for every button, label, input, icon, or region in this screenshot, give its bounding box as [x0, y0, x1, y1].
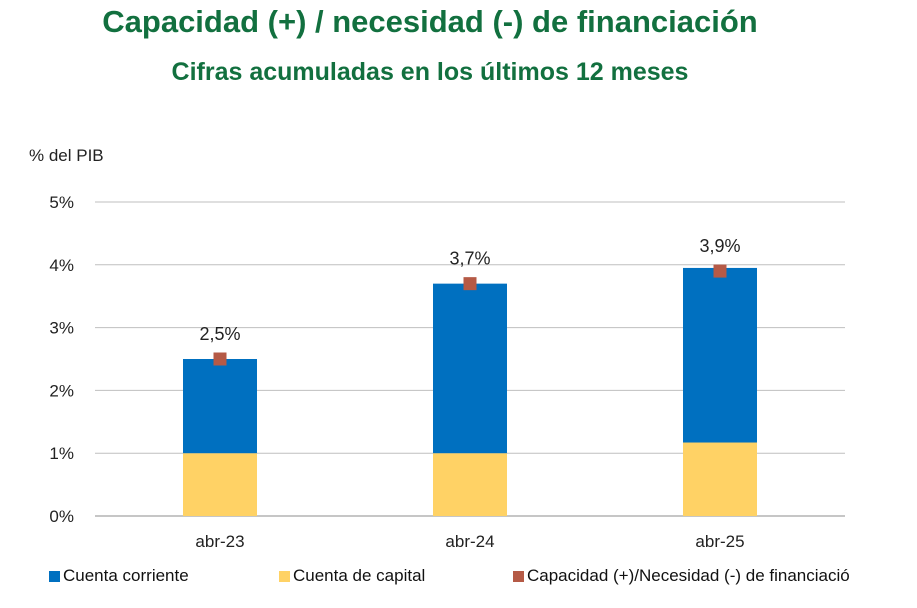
marker-capacidad-abr-23: [213, 352, 227, 366]
legend-item-cuenta-de-capital: Cuenta de capital: [279, 566, 425, 586]
data-label: 2,5%: [199, 324, 240, 344]
y-axis-unit-label: % del PIB: [29, 146, 104, 165]
y-tick-label: 1%: [49, 444, 74, 463]
y-tick-label: 5%: [49, 193, 74, 212]
x-tick-label: abr-23: [195, 532, 244, 551]
y-tick-label: 4%: [49, 256, 74, 275]
bar-cuenta-corriente-abr-23: [183, 359, 257, 454]
y-tick-label: 3%: [49, 319, 74, 338]
legend-label-capacidad-necesidad: Capacidad (+)/Necesidad (-) de financiac…: [527, 566, 850, 585]
bar-cuenta-corriente-abr-24: [433, 283, 507, 454]
chart-title: Capacidad (+) / necesidad (-) de financi…: [102, 4, 758, 39]
x-tick-label: abr-24: [445, 532, 494, 551]
legend-item-cuenta-corriente: Cuenta corriente: [49, 566, 189, 586]
bar-cuenta-de-capital-abr-25: [683, 442, 757, 516]
data-label: 3,7%: [449, 249, 490, 269]
legend-swatch-cuenta-corriente: [49, 570, 60, 582]
y-tick-label: 2%: [49, 381, 74, 400]
chart-subtitle: Cifras acumuladas en los últimos 12 mese…: [171, 58, 689, 86]
bar-cuenta-de-capital-abr-23: [183, 453, 257, 516]
marker-capacidad-abr-24: [463, 277, 477, 291]
legend-item-capacidad-necesidad: Capacidad (+)/Necesidad (-) de financiac…: [513, 566, 850, 586]
bar-cuenta-corriente-abr-25: [683, 267, 757, 443]
legend-swatch-capacidad-necesidad: [513, 570, 524, 582]
x-tick-label: abr-25: [695, 532, 744, 551]
legend-swatch-cuenta-de-capital: [279, 570, 290, 582]
chart-legend: Cuenta corriente Cuenta de capital Capac…: [49, 566, 917, 592]
legend-label-cuenta-corriente: Cuenta corriente: [63, 566, 189, 585]
data-label: 3,9%: [699, 236, 740, 256]
bar-cuenta-de-capital-abr-24: [433, 453, 507, 516]
y-tick-label: 0%: [49, 507, 74, 526]
marker-capacidad-abr-25: [713, 264, 727, 278]
legend-label-cuenta-de-capital: Cuenta de capital: [293, 566, 426, 585]
